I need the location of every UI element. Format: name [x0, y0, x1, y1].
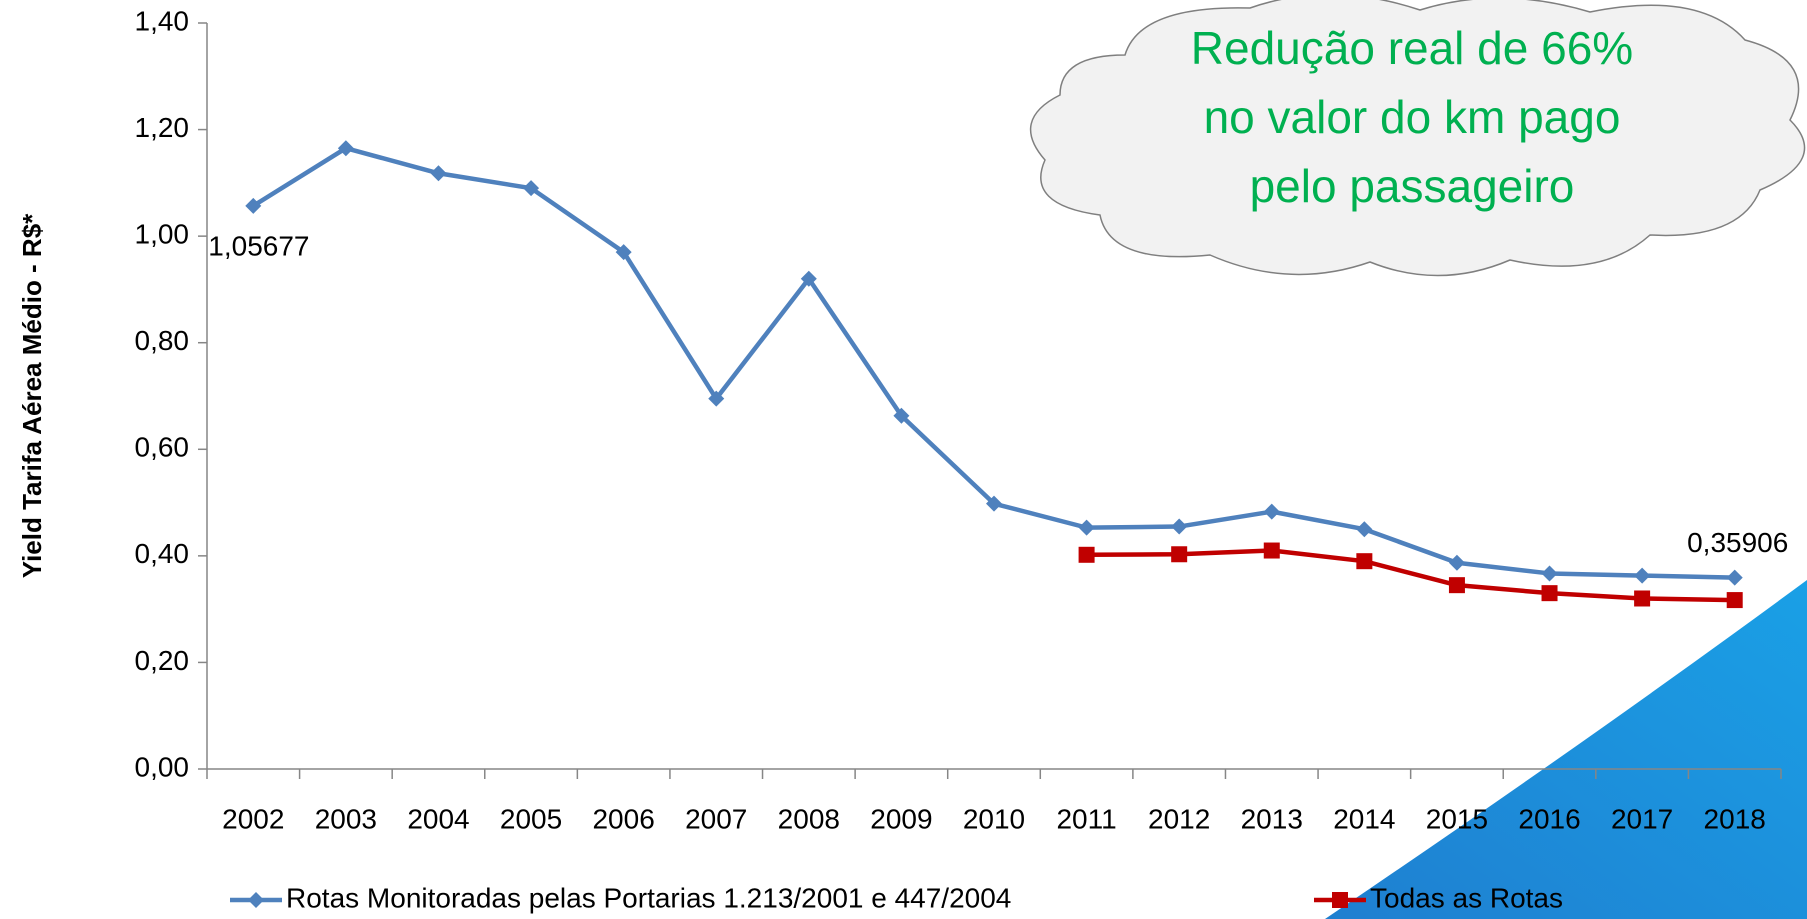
x-tick-label: 2006 — [592, 803, 654, 834]
x-tick-label: 2016 — [1518, 803, 1580, 834]
point — [1448, 577, 1465, 594]
point — [1726, 592, 1743, 609]
point — [1171, 546, 1188, 563]
x-tick-label: 2003 — [315, 803, 377, 834]
point — [1171, 518, 1188, 535]
point — [1634, 590, 1651, 607]
point — [1263, 503, 1280, 520]
point — [1263, 542, 1280, 559]
x-tick-label: 2014 — [1333, 803, 1395, 834]
x-tick-label: 2018 — [1704, 803, 1766, 834]
point — [800, 270, 817, 287]
point — [615, 244, 632, 261]
y-tick-label: 0,20 — [135, 645, 190, 676]
point — [245, 197, 262, 214]
legend-label: Todas as Rotas — [1370, 882, 1563, 913]
x-tick-label: 2007 — [685, 803, 747, 834]
point — [1356, 521, 1373, 538]
legend-marker — [248, 892, 264, 908]
point — [708, 390, 725, 407]
point — [430, 165, 447, 182]
point — [1078, 546, 1095, 563]
x-tick-label: 2009 — [870, 803, 932, 834]
point — [1541, 585, 1558, 602]
y-tick-label: 0,80 — [135, 325, 190, 356]
x-tick-label: 2005 — [500, 803, 562, 834]
x-tick-label: 2012 — [1148, 803, 1210, 834]
legend-marker — [1332, 892, 1348, 908]
point — [893, 407, 910, 424]
y-tick-label: 0,40 — [135, 538, 190, 569]
x-tick-label: 2002 — [222, 803, 284, 834]
x-tick-label: 2017 — [1611, 803, 1673, 834]
y-tick-label: 1,20 — [135, 112, 190, 143]
point — [1078, 519, 1095, 536]
y-tick-label: 0,00 — [135, 751, 190, 782]
x-tick-label: 2015 — [1426, 803, 1488, 834]
background-swoosh — [1325, 580, 1807, 919]
y-axis-title: Yield Tarifa Aérea Médio - R$* — [17, 213, 47, 578]
annotation-line: pelo passageiro — [1250, 160, 1575, 212]
y-tick-label: 1,00 — [135, 219, 190, 250]
point — [523, 180, 540, 197]
point — [1726, 569, 1743, 586]
x-tick-label: 2011 — [1056, 803, 1116, 834]
point — [1356, 553, 1373, 570]
y-tick-label: 0,60 — [135, 432, 190, 463]
data-label: 0,35906 — [1687, 527, 1788, 558]
annotation: Redução real de 66% no valor do km pago pe… — [1191, 22, 1633, 212]
point — [1634, 567, 1651, 584]
data-label: 1,05677 — [208, 230, 309, 261]
point — [1541, 565, 1558, 582]
series-line — [1086, 548, 1735, 603]
point — [1448, 554, 1465, 571]
x-tick-label: 2013 — [1241, 803, 1303, 834]
point — [337, 140, 354, 157]
x-tick-label: 2008 — [778, 803, 840, 834]
x-tick-label: 2004 — [407, 803, 469, 834]
annotation-line: Redução real de 66% — [1191, 22, 1633, 74]
legend-label: Rotas Monitoradas pelas Portarias 1.213/… — [286, 882, 1011, 913]
y-tick-label: 1,40 — [135, 5, 190, 36]
annotation-line: no valor do km pago — [1204, 91, 1621, 143]
point — [986, 495, 1002, 512]
annotation-cloud — [1029, 0, 1806, 277]
x-tick-label: 2010 — [963, 803, 1025, 834]
